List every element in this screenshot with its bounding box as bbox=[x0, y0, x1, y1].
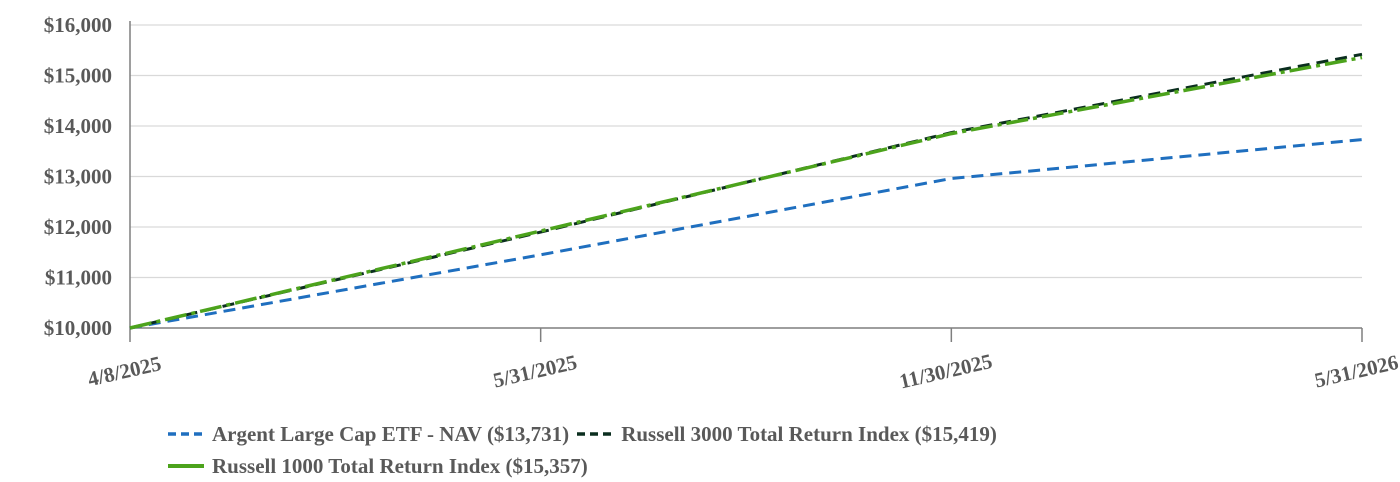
gridlines bbox=[130, 24, 1362, 279]
legend-swatch bbox=[168, 464, 204, 468]
legend-row: Russell 1000 Total Return Index ($15,357… bbox=[168, 450, 1005, 482]
series-line-2 bbox=[129, 55, 1363, 330]
series-lines bbox=[129, 52, 1363, 330]
x-tick-label: 4/8/2025 bbox=[85, 351, 163, 391]
y-tick-label: $15,000 bbox=[44, 64, 112, 88]
y-axis-tick-labels: $10,000 $11,000 $12,000 $13,000 $14,000 $15,0… bbox=[44, 13, 112, 340]
y-tick-label: $10,000 bbox=[44, 316, 112, 340]
legend-label: Argent Large Cap ETF - NAV ($13,731) bbox=[212, 421, 570, 446]
y-tick-label: $12,000 bbox=[44, 215, 112, 239]
legend-item: Russell 1000 Total Return Index ($15,357… bbox=[168, 454, 588, 479]
legend-label: Russell 1000 Total Return Index ($15,357… bbox=[212, 453, 588, 478]
x-tick-label: 11/30/2025 bbox=[897, 349, 994, 394]
x-tick-label: 5/31/2026 bbox=[1312, 350, 1400, 393]
series-line-0 bbox=[129, 138, 1363, 330]
x-tick-label: 5/31/2025 bbox=[491, 350, 579, 393]
legend-item: Argent Large Cap ETF - NAV ($13,731) bbox=[168, 422, 569, 447]
legend-item: Russell 3000 Total Return Index ($15,419… bbox=[577, 422, 997, 447]
legend-swatch bbox=[577, 432, 614, 436]
chart-legend: Argent Large Cap ETF - NAV ($13,731) Russ… bbox=[168, 418, 1005, 482]
legend-swatch bbox=[168, 432, 204, 436]
y-tick-label: $14,000 bbox=[44, 114, 112, 138]
line-chart: $10,000 $11,000 $12,000 $13,000 $14,000 $15,0… bbox=[44, 13, 1400, 394]
x-axis-tick-labels: 4/8/2025 5/31/2025 11/30/2025 5/31/2026 bbox=[85, 349, 1400, 394]
series-line-1 bbox=[129, 52, 1363, 330]
y-tick-label: $16,000 bbox=[44, 13, 112, 37]
legend-label: Russell 3000 Total Return Index ($15,419… bbox=[621, 421, 997, 446]
axes bbox=[129, 21, 1363, 342]
y-tick-label: $11,000 bbox=[45, 266, 112, 290]
y-tick-label: $13,000 bbox=[44, 165, 112, 189]
legend-row: Argent Large Cap ETF - NAV ($13,731) Russ… bbox=[168, 418, 1005, 450]
